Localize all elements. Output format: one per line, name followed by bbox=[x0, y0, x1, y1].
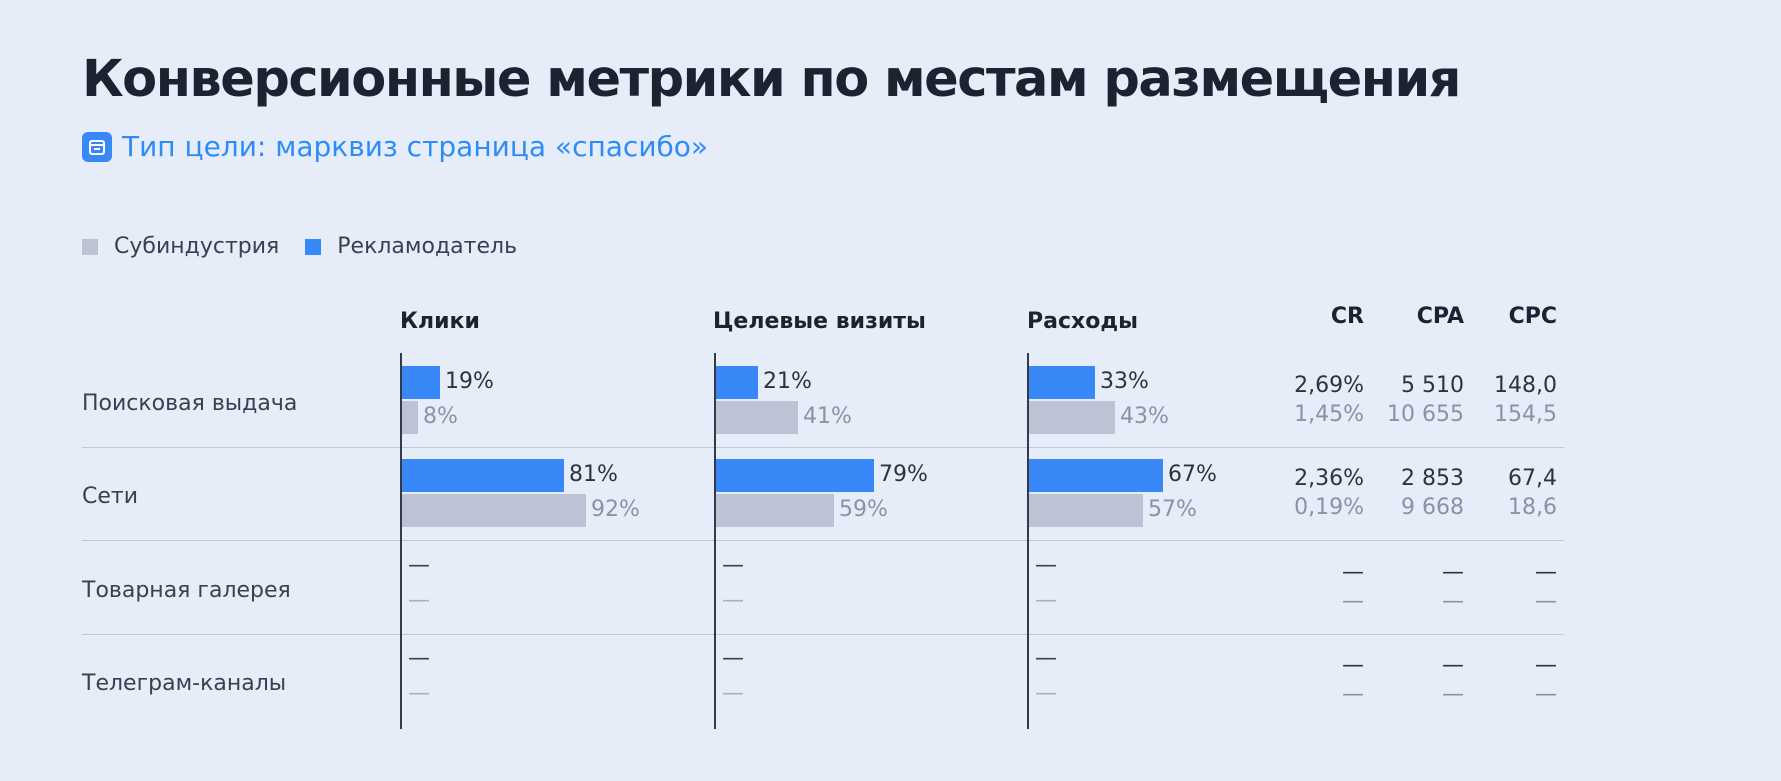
legend-swatch-subindustry bbox=[82, 238, 98, 255]
empty-value-dash: — bbox=[1035, 681, 1057, 706]
data-label: 79% bbox=[879, 462, 928, 487]
row-separator bbox=[82, 634, 1564, 635]
empty-value-dash: — bbox=[1035, 646, 1057, 671]
metric-title-cpc: CPC bbox=[1508, 304, 1557, 329]
data-label: 21% bbox=[763, 369, 812, 394]
metric-value-cr-subindustry: 0,19% bbox=[1294, 495, 1364, 520]
bar-expenses-advertiser bbox=[1029, 366, 1095, 399]
column-title-target-visits: Целевые визиты bbox=[713, 309, 926, 334]
bar-clicks-advertiser bbox=[402, 459, 564, 492]
empty-value-dash: — bbox=[722, 553, 744, 578]
data-label: 19% bbox=[445, 369, 494, 394]
metric-value-cpa-advertiser: 2 853 bbox=[1401, 466, 1464, 491]
bar-target-visits-subindustry bbox=[716, 494, 834, 527]
data-label: 8% bbox=[423, 404, 458, 429]
metric-value-cpa-subindustry: 9 668 bbox=[1401, 495, 1464, 520]
metric-title-cr: CR bbox=[1330, 304, 1364, 329]
metric-title-cpa: CPA bbox=[1416, 304, 1464, 329]
metric-value-cpc-advertiser: — bbox=[1535, 653, 1557, 678]
bar-target-visits-advertiser bbox=[716, 459, 874, 492]
metric-value-cr-advertiser: — bbox=[1342, 653, 1364, 678]
empty-value-dash: — bbox=[1035, 588, 1057, 613]
data-label: 67% bbox=[1168, 462, 1217, 487]
metric-value-cpc-subindustry: — bbox=[1535, 682, 1557, 707]
bar-expenses-advertiser bbox=[1029, 459, 1163, 492]
page-title: Конверсионные метрики по местам размещен… bbox=[82, 50, 1461, 109]
empty-value-dash: — bbox=[722, 681, 744, 706]
row-label-networks: Сети bbox=[82, 484, 139, 509]
metric-value-cpc-subindustry: 154,5 bbox=[1494, 402, 1557, 427]
metric-value-cpa-subindustry: — bbox=[1442, 589, 1464, 614]
legend-label-advertiser: Рекламодатель bbox=[337, 234, 518, 259]
legend-item-advertiser: Рекламодатель bbox=[305, 234, 517, 259]
empty-value-dash: — bbox=[408, 681, 430, 706]
empty-value-dash: — bbox=[1035, 553, 1057, 578]
bar-expenses-subindustry bbox=[1029, 494, 1143, 527]
metric-value-cr-subindustry: — bbox=[1342, 589, 1364, 614]
metric-value-cpa-subindustry: — bbox=[1442, 682, 1464, 707]
legend-swatch-advertiser bbox=[305, 238, 322, 255]
row-separator bbox=[82, 540, 1564, 541]
metric-value-cr-subindustry: — bbox=[1342, 682, 1364, 707]
data-label: 33% bbox=[1100, 369, 1149, 394]
empty-value-dash: — bbox=[722, 646, 744, 671]
data-label: 43% bbox=[1120, 404, 1169, 429]
bar-target-visits-subindustry bbox=[716, 401, 798, 434]
axis-target-visits bbox=[714, 353, 716, 729]
data-label: 92% bbox=[591, 497, 640, 522]
data-label: 41% bbox=[803, 404, 852, 429]
bar-target-visits-advertiser bbox=[716, 366, 758, 399]
bar-clicks-subindustry bbox=[402, 401, 418, 434]
empty-value-dash: — bbox=[408, 553, 430, 578]
metric-value-cr-advertiser: 2,36% bbox=[1294, 466, 1364, 491]
goal-type-subtitle: Тип цели: марквиз страница «спасибо» bbox=[82, 130, 708, 163]
legend-item-subindustry: Субиндустрия bbox=[82, 234, 279, 259]
data-label: 57% bbox=[1148, 497, 1197, 522]
column-title-clicks: Клики bbox=[400, 309, 480, 334]
metric-value-cpc-subindustry: — bbox=[1535, 589, 1557, 614]
metric-value-cr-advertiser: 2,69% bbox=[1294, 373, 1364, 398]
metric-value-cpc-advertiser: 148,0 bbox=[1494, 373, 1557, 398]
axis-expenses bbox=[1027, 353, 1029, 729]
metric-value-cpa-advertiser: — bbox=[1442, 560, 1464, 585]
bar-clicks-advertiser bbox=[402, 366, 440, 399]
column-title-expenses: Расходы bbox=[1027, 309, 1138, 334]
empty-value-dash: — bbox=[722, 588, 744, 613]
metric-value-cpc-advertiser: 67,4 bbox=[1508, 466, 1557, 491]
legend-label-subindustry: Субиндустрия bbox=[114, 234, 280, 259]
goal-type-text: Тип цели: марквиз страница «спасибо» bbox=[122, 130, 709, 163]
metric-value-cr-subindustry: 1,45% bbox=[1294, 402, 1364, 427]
empty-value-dash: — bbox=[408, 646, 430, 671]
bar-expenses-subindustry bbox=[1029, 401, 1115, 434]
row-separator bbox=[82, 447, 1564, 448]
metric-value-cr-advertiser: — bbox=[1342, 560, 1364, 585]
data-label: 59% bbox=[839, 497, 888, 522]
row-label-product-gallery: Товарная галерея bbox=[82, 578, 291, 603]
metric-value-cpa-subindustry: 10 655 bbox=[1387, 402, 1464, 427]
goal-icon bbox=[82, 131, 112, 162]
axis-clicks bbox=[400, 353, 402, 729]
metric-value-cpa-advertiser: — bbox=[1442, 653, 1464, 678]
row-label-telegram: Телеграм-каналы bbox=[82, 671, 287, 696]
legend: Субиндустрия Рекламодатель bbox=[82, 234, 543, 259]
row-label-search: Поисковая выдача bbox=[82, 391, 298, 416]
metric-value-cpc-advertiser: — bbox=[1535, 560, 1557, 585]
bar-clicks-subindustry bbox=[402, 494, 586, 527]
metric-value-cpa-advertiser: 5 510 bbox=[1401, 373, 1464, 398]
metric-value-cpc-subindustry: 18,6 bbox=[1508, 495, 1557, 520]
data-label: 81% bbox=[569, 462, 618, 487]
empty-value-dash: — bbox=[408, 588, 430, 613]
